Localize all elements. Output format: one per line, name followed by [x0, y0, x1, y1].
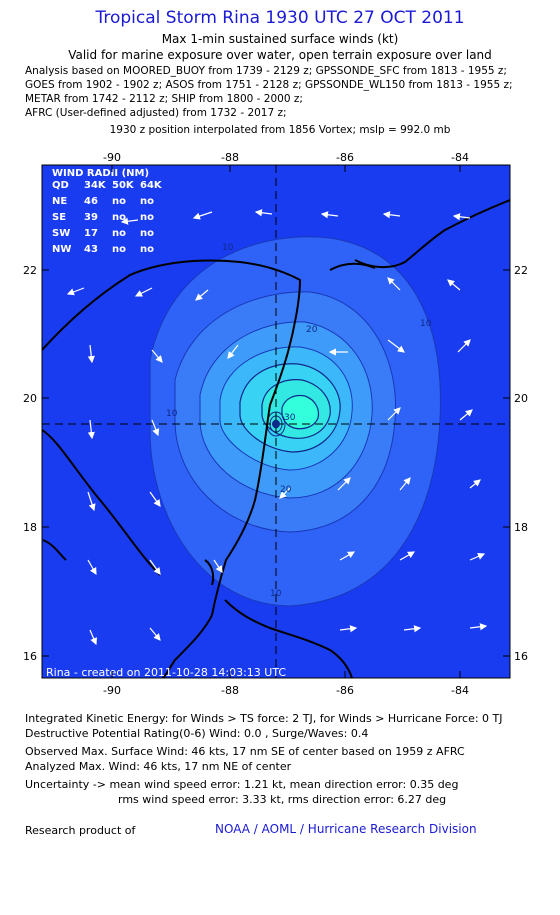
wind-radii-header-50: 50K: [112, 180, 135, 191]
research-label: Research product of: [25, 824, 135, 837]
wind-radii-value: 39: [84, 212, 98, 223]
org-name: NOAA / AOML / Hurricane Research Divisio…: [215, 822, 477, 836]
contour-label: 10: [166, 409, 178, 419]
map-credit: Rina - created on 2011-10-28 14:03:13 UT…: [46, 666, 286, 679]
dpr-line: Destructive Potential Rating(0-6) Wind: …: [25, 727, 368, 740]
contour-label: 10: [420, 319, 432, 329]
analysis-line: Analysis based on MOORED_BUOY from 1739 …: [25, 65, 507, 77]
contour-label: 20: [280, 485, 292, 495]
wind-radii-value: no: [140, 228, 154, 239]
lon-label: -86: [336, 151, 354, 164]
lat-label: 20: [23, 392, 37, 405]
wind-radii-value: no: [112, 196, 126, 207]
lon-label: -84: [451, 151, 469, 164]
wind-radii-header-qd: QD: [52, 180, 69, 191]
subtitle: Max 1-min sustained surface winds (kt): [0, 32, 560, 46]
interp-note: 1930 z position interpolated from 1856 V…: [0, 124, 560, 136]
contour-label: 10: [222, 243, 234, 253]
lon-label: -86: [336, 684, 354, 697]
observed-max-line: Observed Max. Surface Wind: 46 kts, 17 n…: [25, 745, 465, 758]
lat-label: 22: [23, 264, 37, 277]
wind-radii-value: no: [112, 228, 126, 239]
uncertainty-line-2: rms wind speed error: 3.33 kt, rms direc…: [118, 793, 446, 806]
lon-label: -88: [221, 684, 239, 697]
wind-radii-quadrant: NW: [52, 244, 71, 255]
wind-radii-quadrant: NE: [52, 196, 67, 207]
wind-radii-value: 43: [84, 244, 98, 255]
contour-label: 10: [270, 589, 282, 599]
lat-label: 16: [514, 650, 528, 663]
lat-labels-right: 22 20 18 16: [514, 264, 528, 663]
ike-line: Integrated Kinetic Energy: for Winds > T…: [25, 712, 503, 725]
lon-labels-top: -90 -88 -86 -84: [103, 151, 469, 164]
wind-radii-value: 17: [84, 228, 98, 239]
lon-labels-bottom: -90 -88 -86 -84: [103, 684, 469, 697]
lon-label: -90: [103, 151, 121, 164]
wind-radii-value: no: [140, 244, 154, 255]
uncertainty-line-1: Uncertainty -> mean wind speed error: 1.…: [25, 778, 458, 791]
analysis-line: AFRC (User-defined adjusted) from 1732 -…: [25, 107, 287, 119]
lon-label: -88: [221, 151, 239, 164]
valid-note: Valid for marine exposure over water, op…: [0, 48, 560, 62]
analyzed-max-line: Analyzed Max. Wind: 46 kts, 17 nm NE of …: [25, 760, 291, 773]
lon-label: -84: [451, 684, 469, 697]
storm-center-marker: [272, 420, 280, 428]
wind-radii-quadrant: SW: [52, 228, 70, 239]
lat-label: 18: [23, 521, 37, 534]
wind-map: 10 10 10 10 20 20 30 WIND RADII (NM) QD …: [0, 140, 560, 705]
lat-label: 20: [514, 392, 528, 405]
lat-labels-left: 22 20 18 16: [23, 264, 37, 663]
analysis-line: GOES from 1902 - 1902 z; ASOS from 1751 …: [25, 79, 513, 91]
lon-label: -90: [103, 684, 121, 697]
wind-radii-value: 46: [84, 196, 98, 207]
wind-radii-title: WIND RADII (NM): [52, 168, 149, 179]
wind-radii-value: no: [112, 244, 126, 255]
analysis-line: METAR from 1742 - 2112 z; SHIP from 1800…: [25, 93, 303, 105]
wind-radii-value: no: [140, 212, 154, 223]
lat-label: 16: [23, 650, 37, 663]
wind-radii-quadrant: SE: [52, 212, 66, 223]
lat-label: 18: [514, 521, 528, 534]
wind-radii-value: no: [140, 196, 154, 207]
wind-radii-header-64: 64K: [140, 180, 163, 191]
contour-label: 20: [306, 325, 318, 335]
lat-label: 22: [514, 264, 528, 277]
page-title: Tropical Storm Rina 1930 UTC 27 OCT 2011: [0, 8, 560, 28]
wind-radii-value: no: [112, 212, 126, 223]
wind-radii-header-34: 34K: [84, 180, 107, 191]
contour-label: 30: [284, 413, 296, 423]
